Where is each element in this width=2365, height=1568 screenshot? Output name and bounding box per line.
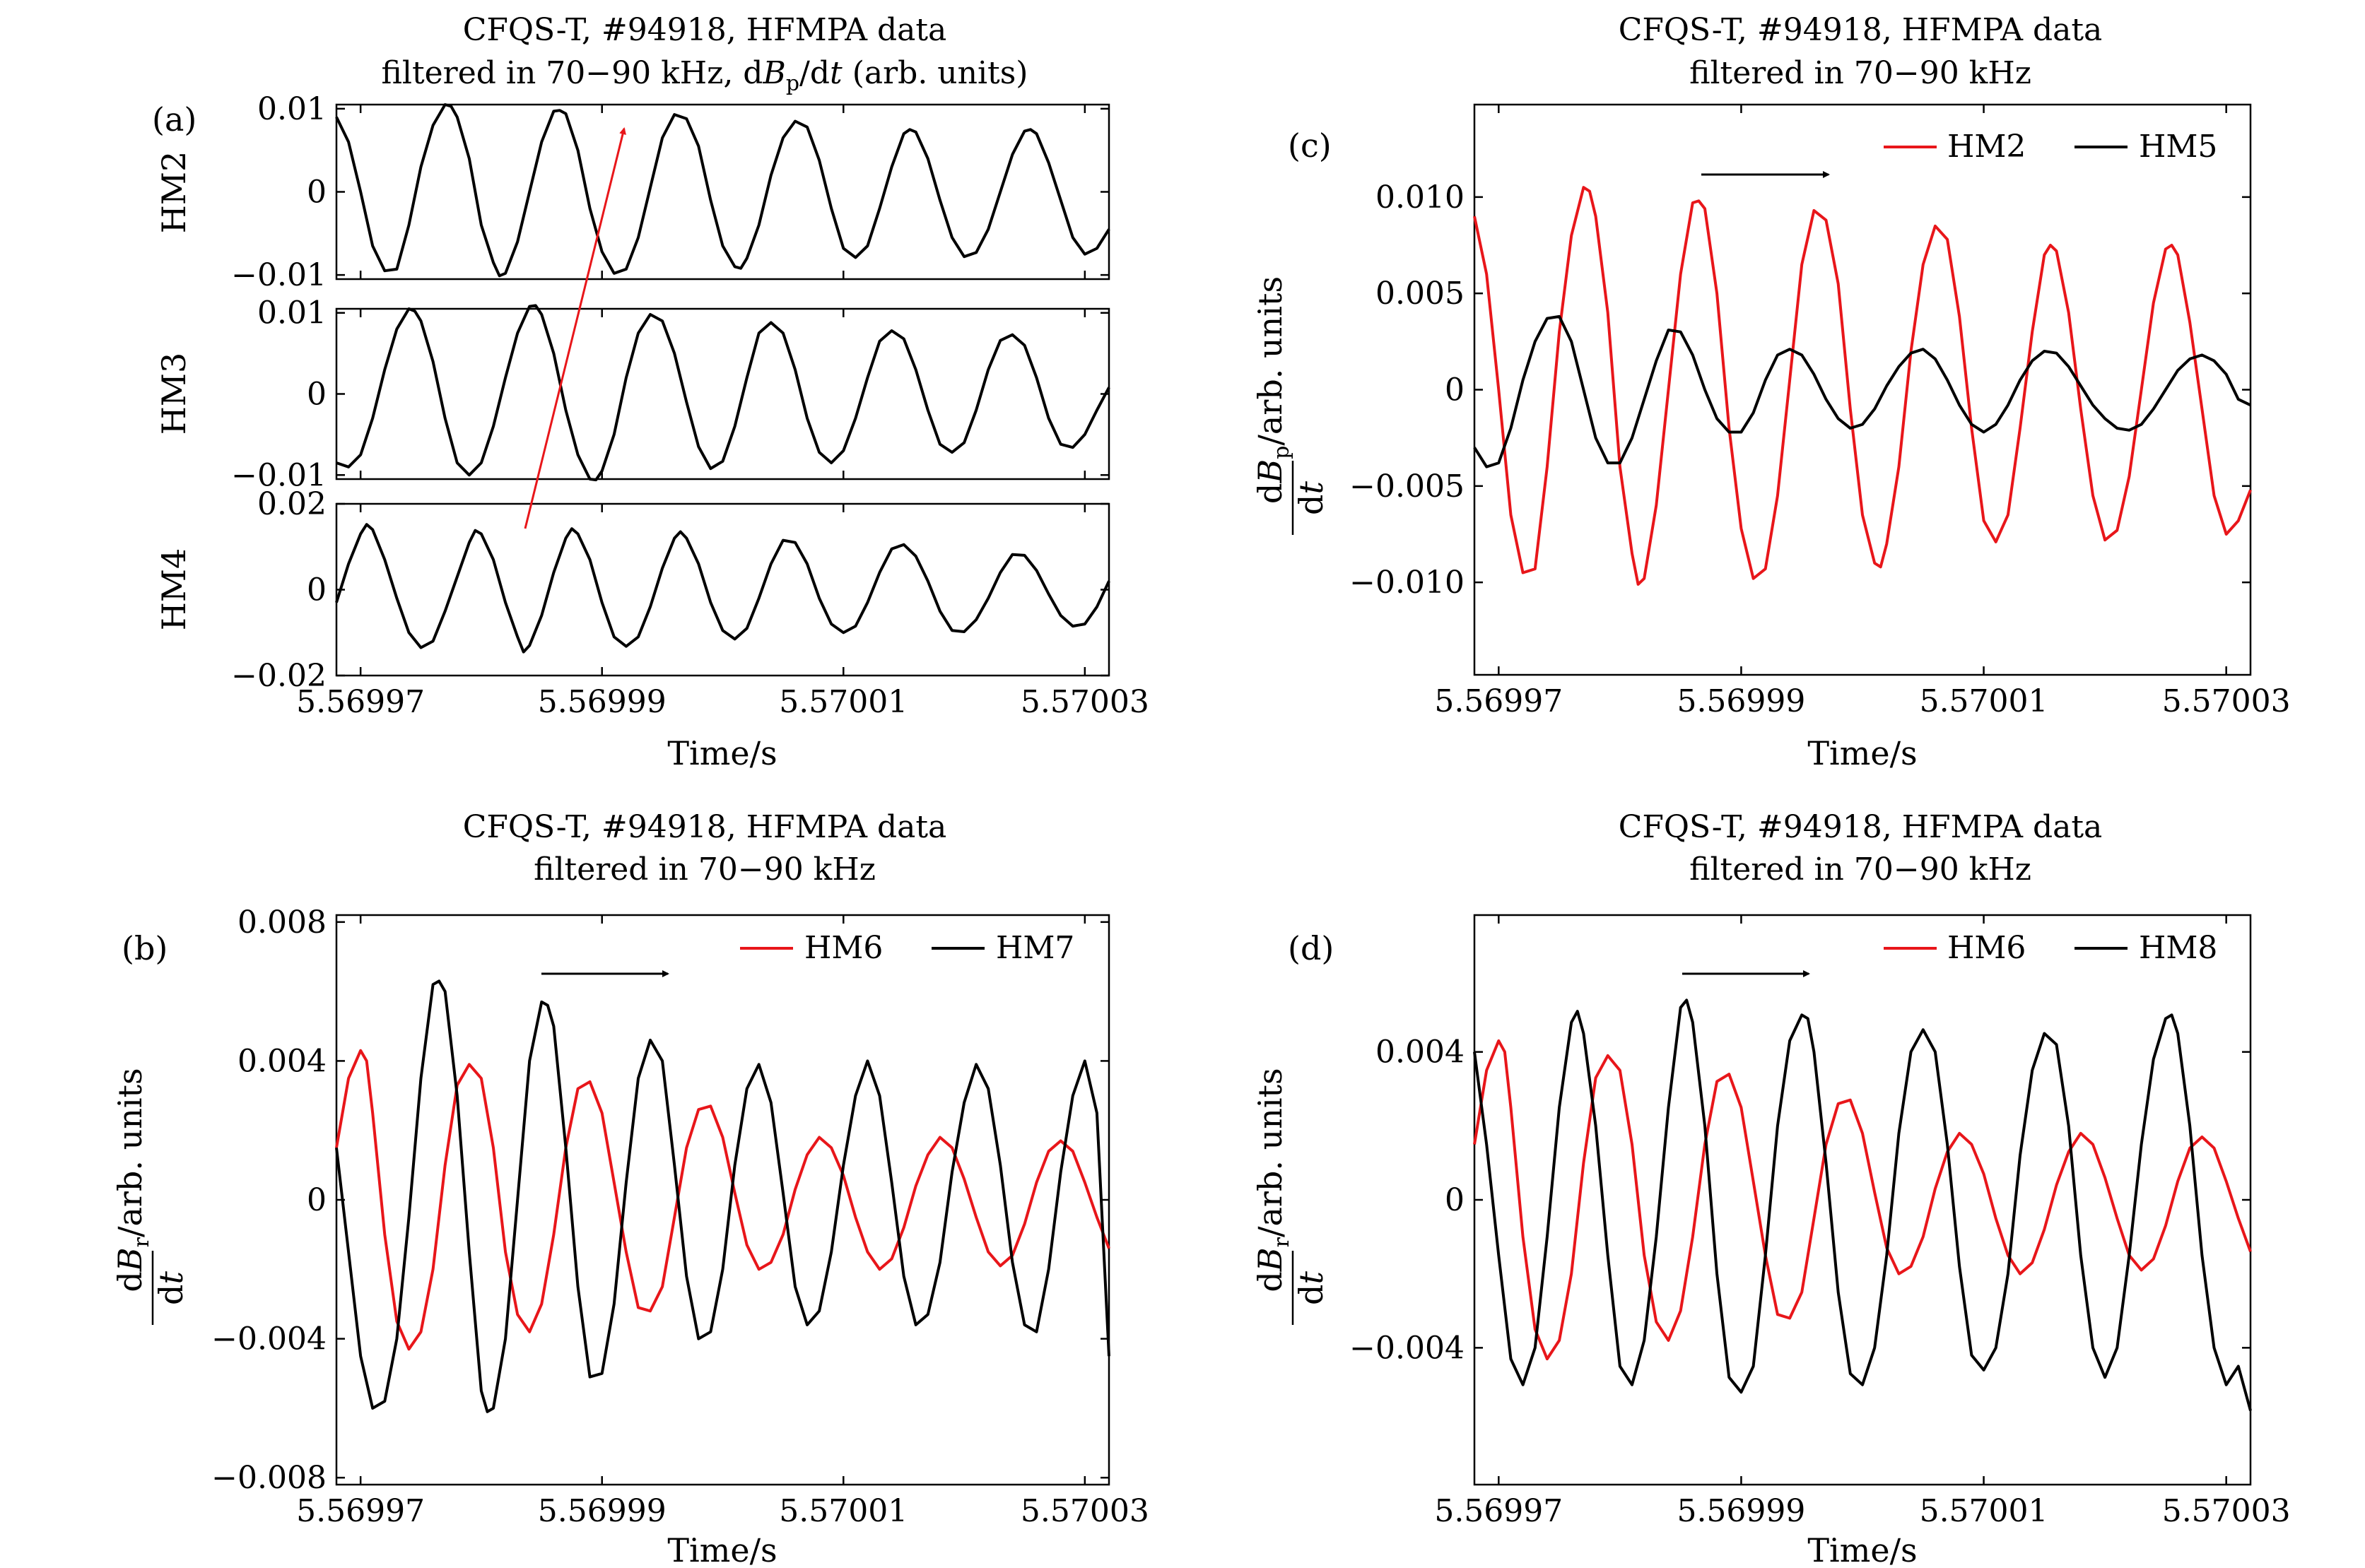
panel-b-ylabel-numerator: dBr/arb. units: [111, 1068, 154, 1292]
panel-a-hm3-ylabel: HM3: [155, 353, 193, 435]
panel-a-hm2-ytick-label-0: −0.01: [231, 257, 327, 293]
panel-a-hm4-ytick-label-0: −0.02: [231, 658, 327, 694]
panel-b-ylabel-denominator: dt: [152, 1271, 190, 1305]
panel-a-hm2-series-line: [335, 103, 1110, 278]
panel-d-label: (d): [1288, 929, 1334, 967]
panel-c-xtick-label-2: 5.57001: [1920, 683, 2048, 719]
panel-b-xlabel: Time/s: [667, 1531, 777, 1568]
panel-d-series-hm8: [1473, 998, 2252, 1411]
panel-c-series-hm2: [1473, 186, 2252, 586]
panel-a-hm3-series-line: [336, 304, 1110, 482]
panel-c-legend-label-hm5: HM5: [2139, 129, 2217, 165]
panel-c-ytick-label-3: 0.005: [1375, 276, 1465, 312]
panel-a-title-line1: CFQS-T, #94918, HFMPA data: [463, 12, 947, 48]
panel-a-hm2-ytick-label-1: 0: [307, 175, 327, 211]
panel-a-hm4-xtick-label-3: 5.57003: [1021, 684, 1149, 720]
panel-b-xtick-label-3: 5.57003: [1021, 1493, 1149, 1529]
panel-c-xlabel: Time/s: [1807, 734, 1917, 772]
panel-c-ylabel: dBp/arb. units dt: [1251, 276, 1330, 535]
panel-c-label: (c): [1288, 126, 1332, 165]
panel-c-ylabel-numerator: dBp/arb. units: [1251, 276, 1294, 504]
panel-c-ytick-label-1: −0.005: [1349, 468, 1465, 505]
panel-a-hm4-series-line: [335, 523, 1110, 654]
panel-a-hm4-xtick-label-0: 5.56997: [296, 684, 425, 720]
panel-a: CFQS-T, #94918, HFMPA data filtered in 7…: [152, 12, 1149, 772]
panel-b-ytick-label-2: 0: [307, 1182, 327, 1218]
panel-c-title-line1: CFQS-T, #94918, HFMPA data: [1619, 12, 2103, 48]
panel-b-xtick-label-0: 5.56997: [296, 1493, 425, 1529]
panel-a-red-arrow: [524, 127, 626, 529]
panel-c-series-hm5: [1473, 314, 2251, 468]
panel-d-legend-label-hm8: HM8: [2139, 930, 2217, 966]
panel-d-xtick-label-0: 5.56997: [1434, 1493, 1563, 1529]
panel-a-hm3-ytick-label-2: 0.01: [257, 295, 327, 331]
panel-c-legend-label-hm2: HM2: [1947, 129, 2026, 165]
panel-a-hm2-frame: [335, 103, 1110, 281]
panel-a-title-line2: filtered in 70−90 kHz, dBp/dt (arb. unit…: [382, 55, 1028, 96]
panel-c-ylabel-denominator: dt: [1292, 481, 1330, 515]
panel-a-hm4-xtick-label-2: 5.57001: [779, 684, 908, 720]
panel-d-xlabel: Time/s: [1807, 1531, 1917, 1568]
panel-c-legend: HM2 HM5: [1884, 129, 2217, 165]
panel-c-title-line2: filtered in 70−90 kHz: [1689, 55, 2031, 91]
panel-c: CFQS-T, #94918, HFMPA data filtered in 7…: [1251, 12, 2291, 772]
panel-b-legend-label-hm6: HM6: [804, 930, 883, 966]
panel-d-xtick-label-2: 5.57001: [1920, 1493, 2048, 1529]
panel-c-ytick-label-4: 0.010: [1375, 179, 1465, 216]
panel-b-legend: HM6 HM7: [740, 930, 1074, 966]
panel-d: CFQS-T, #94918, HFMPA data filtered in 7…: [1251, 809, 2291, 1568]
panel-b-xtick-label-2: 5.57001: [779, 1493, 908, 1529]
panel-c-ytick-label-0: −0.010: [1349, 565, 1465, 601]
panel-d-title-line1: CFQS-T, #94918, HFMPA data: [1619, 809, 2103, 845]
panel-a-hm3-ytick-label-1: 0: [307, 377, 327, 413]
panel-b-label: (b): [122, 929, 168, 967]
panel-d-ylabel-denominator: dt: [1292, 1271, 1330, 1305]
panel-b-ytick-label-1: −0.004: [211, 1321, 327, 1357]
panel-d-xtick-label-3: 5.57003: [2162, 1493, 2291, 1529]
panel-a-hm3-frame: [335, 307, 1110, 481]
panel-a-hm2-ylabel: HM2: [155, 151, 193, 233]
panel-c-xtick-label-0: 5.56997: [1434, 683, 1563, 719]
panel-d-ytick-label-0: −0.004: [1349, 1330, 1465, 1366]
panel-c-xtick-label-3: 5.57003: [2162, 683, 2291, 719]
panel-c-xtick-label-1: 5.56999: [1677, 683, 1805, 719]
panel-b-title-line2: filtered in 70−90 kHz: [534, 851, 876, 888]
panel-d-ytick-label-2: 0.004: [1375, 1034, 1465, 1071]
panel-b-legend-label-hm7: HM7: [996, 930, 1074, 966]
panel-d-legend-label-hm6: HM6: [1947, 930, 2026, 966]
panel-a-hm3-ytick-label-0: −0.01: [231, 457, 327, 493]
panel-d-ylabel-numerator: dBr/arb. units: [1251, 1068, 1294, 1292]
panel-a-hm2-ytick-label-2: 0.01: [257, 91, 327, 127]
panel-b: CFQS-T, #94918, HFMPA data filtered in 7…: [111, 809, 1149, 1568]
panel-b-ytick-label-4: 0.008: [237, 904, 327, 941]
panel-d-ylabel: dBr/arb. units dt: [1251, 1068, 1330, 1325]
panel-d-ytick-label-1: 0: [1445, 1182, 1465, 1218]
panel-b-ylabel: dBr/arb. units dt: [111, 1068, 190, 1325]
panel-d-series-hm6: [1473, 1039, 2252, 1361]
panel-b-frame: [335, 914, 1110, 1486]
panel-c-ytick-label-2: 0: [1445, 372, 1465, 408]
panel-b-series-hm7: [335, 979, 1110, 1413]
panel-d-title-line2: filtered in 70−90 kHz: [1689, 851, 2031, 888]
panel-a-label: (a): [152, 100, 196, 138]
panel-b-title-line1: CFQS-T, #94918, HFMPA data: [463, 809, 947, 845]
panel-a-xlabel: Time/s: [667, 734, 777, 772]
panel-b-ytick-label-0: −0.008: [211, 1460, 327, 1496]
panel-c-frame: [1473, 103, 2252, 676]
panel-a-hm4-ylabel: HM4: [155, 548, 193, 630]
panel-d-xtick-label-1: 5.56999: [1677, 1493, 1805, 1529]
panel-b-series-hm6: [335, 1049, 1110, 1351]
panel-a-hm4-ytick-label-2: 0.02: [257, 486, 327, 522]
panel-b-ytick-label-3: 0.004: [237, 1043, 327, 1079]
panel-b-xtick-label-1: 5.56999: [538, 1493, 667, 1529]
panel-d-legend: HM6 HM8: [1884, 930, 2217, 966]
panel-a-hm4-xtick-label-1: 5.56999: [538, 684, 667, 720]
panel-a-hm4-ytick-label-1: 0: [307, 572, 327, 608]
